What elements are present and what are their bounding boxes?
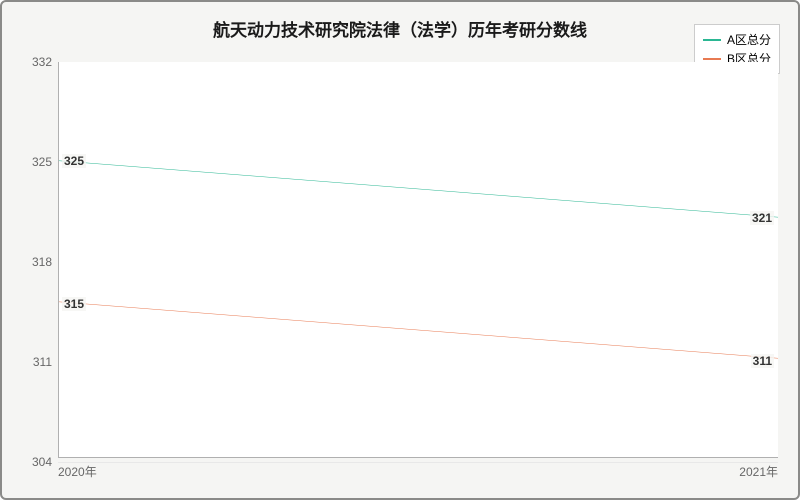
y-tick-label: 304	[2, 455, 52, 469]
y-tick-label: 325	[2, 155, 52, 169]
legend-label-a: A区总分	[727, 31, 771, 48]
chart-container: 航天动力技术研究院法律（法学）历年考研分数线 A区总分 B区总分 304 311…	[0, 0, 800, 500]
y-tick-label: 311	[2, 355, 52, 369]
legend-item-a: A区总分	[703, 31, 771, 48]
point-label: 315	[62, 297, 86, 311]
series-lines	[59, 62, 778, 457]
y-tick-label: 332	[2, 55, 52, 69]
legend-swatch-a	[703, 39, 721, 41]
plot-area	[58, 62, 778, 458]
y-tick-label: 318	[2, 255, 52, 269]
point-label: 325	[62, 154, 86, 168]
point-label: 321	[750, 211, 774, 225]
series-a-line	[59, 161, 778, 217]
x-tick-label: 2020年	[58, 463, 97, 480]
series-b-line	[59, 302, 778, 358]
point-label: 311	[751, 354, 774, 368]
x-tick-label: 2021年	[739, 463, 778, 480]
chart-title: 航天动力技术研究院法律（法学）历年考研分数线	[2, 16, 798, 41]
gridline	[58, 462, 778, 463]
legend-swatch-b	[703, 58, 721, 60]
